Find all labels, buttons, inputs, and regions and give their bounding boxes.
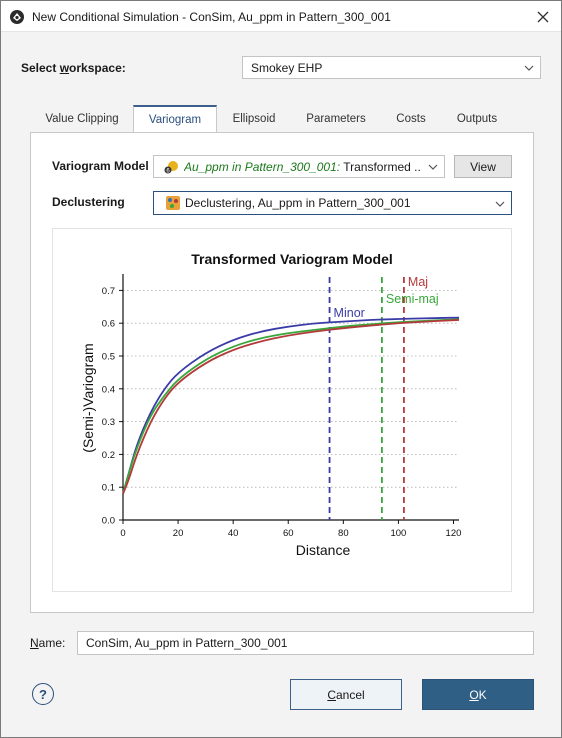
name-value: ConSim, Au_ppm in Pattern_300_001 — [86, 636, 288, 650]
workspace-value: Smokey EHP — [251, 60, 323, 75]
chart-axes: 0.0 0.1 0.2 0.3 0.4 0.5 0.6 0.7 0 20 40 60 80 100 120 — [102, 274, 462, 539]
tab-value-clipping[interactable]: Value Clipping — [45, 113, 119, 125]
help-icon: ? — [39, 686, 47, 702]
tab-variogram[interactable]: Variogram — [133, 105, 217, 133]
y-tick-label: 0.6 — [102, 319, 115, 330]
series-line — [122, 318, 460, 495]
declustering-label: Declustering — [52, 195, 125, 209]
range-label: Minor — [334, 306, 365, 320]
chevron-down-icon — [495, 201, 505, 207]
chart-range-lines: Minor Semi-maj Maj — [328, 275, 439, 520]
variogram-model-icon: 6 — [164, 161, 178, 175]
x-tick-label: 0 — [120, 528, 125, 539]
app-logo-icon — [10, 10, 24, 24]
close-button[interactable] — [531, 5, 555, 29]
svg-text:6: 6 — [166, 169, 170, 175]
tab-outputs[interactable]: Outputs — [456, 113, 498, 125]
help-button[interactable]: ? — [32, 683, 54, 705]
y-tick-label: 0.4 — [102, 384, 115, 395]
x-tick-label: 80 — [338, 528, 349, 539]
variogram-model-label: Variogram Model — [52, 159, 149, 173]
series-line — [122, 316, 460, 495]
declustering-icon — [166, 196, 180, 210]
variogram-chart: Transformed Variogram Model Distance (Se… — [52, 228, 512, 592]
y-tick-label: 0.0 — [102, 516, 115, 527]
declustering-value: Declustering, Au_ppm in Pattern_300_001 — [185, 196, 411, 210]
x-tick-label: 120 — [446, 528, 462, 539]
close-icon — [537, 11, 549, 23]
y-tick-label: 0.1 — [102, 483, 115, 494]
x-tick-label: 40 — [228, 528, 239, 539]
tab-ellipsoid[interactable]: Ellipsoid — [232, 113, 276, 125]
window-title: New Conditional Simulation - ConSim, Au_… — [32, 10, 391, 24]
y-tick-label: 0.2 — [102, 450, 115, 461]
y-tick-label: 0.7 — [102, 286, 115, 297]
range-label: Maj — [408, 275, 428, 289]
series-line — [122, 319, 460, 495]
title-bar: New Conditional Simulation - ConSim, Au_… — [1, 1, 561, 32]
range-label: Semi-maj — [386, 292, 439, 306]
tab-bar: Value Clipping Variogram Ellipsoid Param… — [31, 105, 534, 133]
y-axis-label: (Semi-)Variogram — [80, 343, 96, 452]
x-axis-label: Distance — [296, 542, 351, 558]
declustering-select[interactable]: Declustering, Au_ppm in Pattern_300_001 — [153, 191, 512, 215]
view-button[interactable]: View — [454, 155, 512, 178]
x-tick-label: 20 — [173, 528, 184, 539]
tab-parameters[interactable]: Parameters — [306, 113, 366, 125]
x-tick-label: 100 — [390, 528, 406, 539]
y-tick-label: 0.5 — [102, 352, 115, 363]
variogram-model-value: Au_ppm in Pattern_300_001: Transformed .… — [184, 160, 420, 174]
chart-grid — [123, 290, 459, 488]
tab-costs[interactable]: Costs — [396, 113, 426, 125]
chevron-down-icon — [524, 65, 534, 71]
name-field[interactable]: ConSim, Au_ppm in Pattern_300_001 — [77, 631, 534, 655]
name-label: Name: — [30, 636, 66, 650]
workspace-select[interactable]: Smokey EHP — [242, 56, 541, 79]
y-tick-label: 0.3 — [102, 417, 115, 428]
x-tick-label: 60 — [283, 528, 294, 539]
variogram-chart-svg: Transformed Variogram Model Distance (Se… — [80, 251, 462, 558]
chart-title: Transformed Variogram Model — [191, 251, 393, 267]
variogram-model-select[interactable]: 6 Au_ppm in Pattern_300_001: Transformed… — [153, 155, 445, 178]
workspace-label: Select workspace: — [21, 61, 126, 75]
chevron-down-icon — [428, 164, 438, 170]
chart-series-lines — [122, 316, 460, 495]
